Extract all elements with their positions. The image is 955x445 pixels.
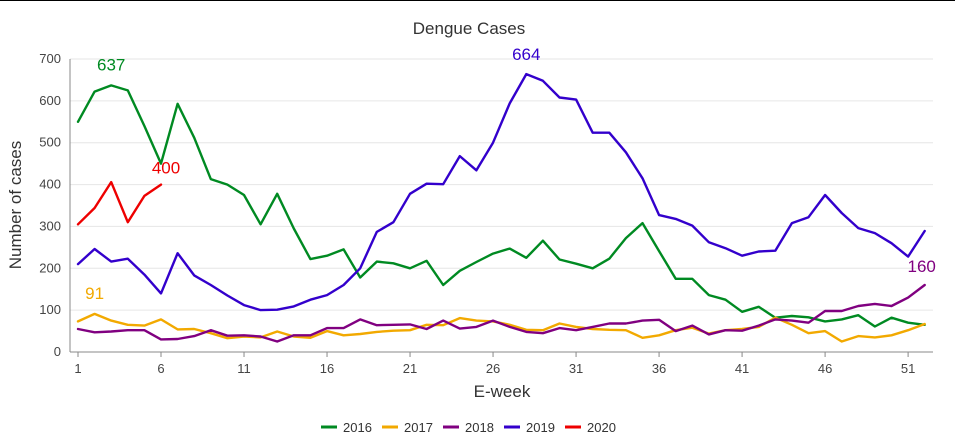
x-tick-label: 46 [818,361,832,376]
series-line-2019 [76,72,926,312]
axes [69,59,933,353]
y-tick-label: 200 [39,260,61,275]
y-tick-label: 400 [39,177,61,192]
y-axis-ticks: 0 100 200 300 400 500 600 700 [39,51,61,359]
data-label-2016: 637 [97,55,125,74]
x-tick-label: 21 [403,361,417,376]
series-lines [76,72,926,343]
data-labels: 637 91 664 400 160 [85,45,936,303]
y-tick-label: 600 [39,93,61,108]
data-label-2017: 91 [85,284,104,303]
legend-label-2020: 2020 [587,420,616,435]
y-tick-label: 0 [54,344,61,359]
y-axis-label: Number of cases [6,141,25,270]
x-tick-label: 31 [569,361,583,376]
y-tick-label: 100 [39,302,61,317]
x-tick-label: 16 [320,361,334,376]
data-label-2019: 664 [512,45,540,64]
x-tick-label: 36 [652,361,666,376]
x-tick-label: 26 [486,361,500,376]
x-tick-label: 1 [74,361,81,376]
series-line-2017 [76,312,926,343]
y-tick-label: 700 [39,51,61,66]
top-border [0,0,955,1]
x-tick-label: 11 [237,361,251,376]
x-axis-ticks: 1 6 11 16 21 26 31 36 41 46 51 [74,352,915,376]
legend-label-2017: 2017 [404,420,433,435]
series-line-2018 [76,283,926,343]
legend-label-2018: 2018 [465,420,494,435]
x-axis-label: E-week [474,382,531,401]
grid-lines [70,58,933,311]
data-label-2018: 160 [908,257,936,276]
series-line-2016 [76,84,926,328]
legend-label-2016: 2016 [343,420,372,435]
series-line-2020 [76,180,163,226]
y-tick-label: 300 [39,218,61,233]
chart-title: Dengue Cases [413,19,525,38]
x-tick-label: 51 [901,361,915,376]
x-tick-label: 6 [157,361,164,376]
legend: 2016 2017 2018 2019 2020 [321,420,616,435]
legend-label-2019: 2019 [526,420,555,435]
x-tick-label: 41 [735,361,749,376]
y-tick-label: 500 [39,135,61,150]
data-label-2020: 400 [152,159,180,178]
